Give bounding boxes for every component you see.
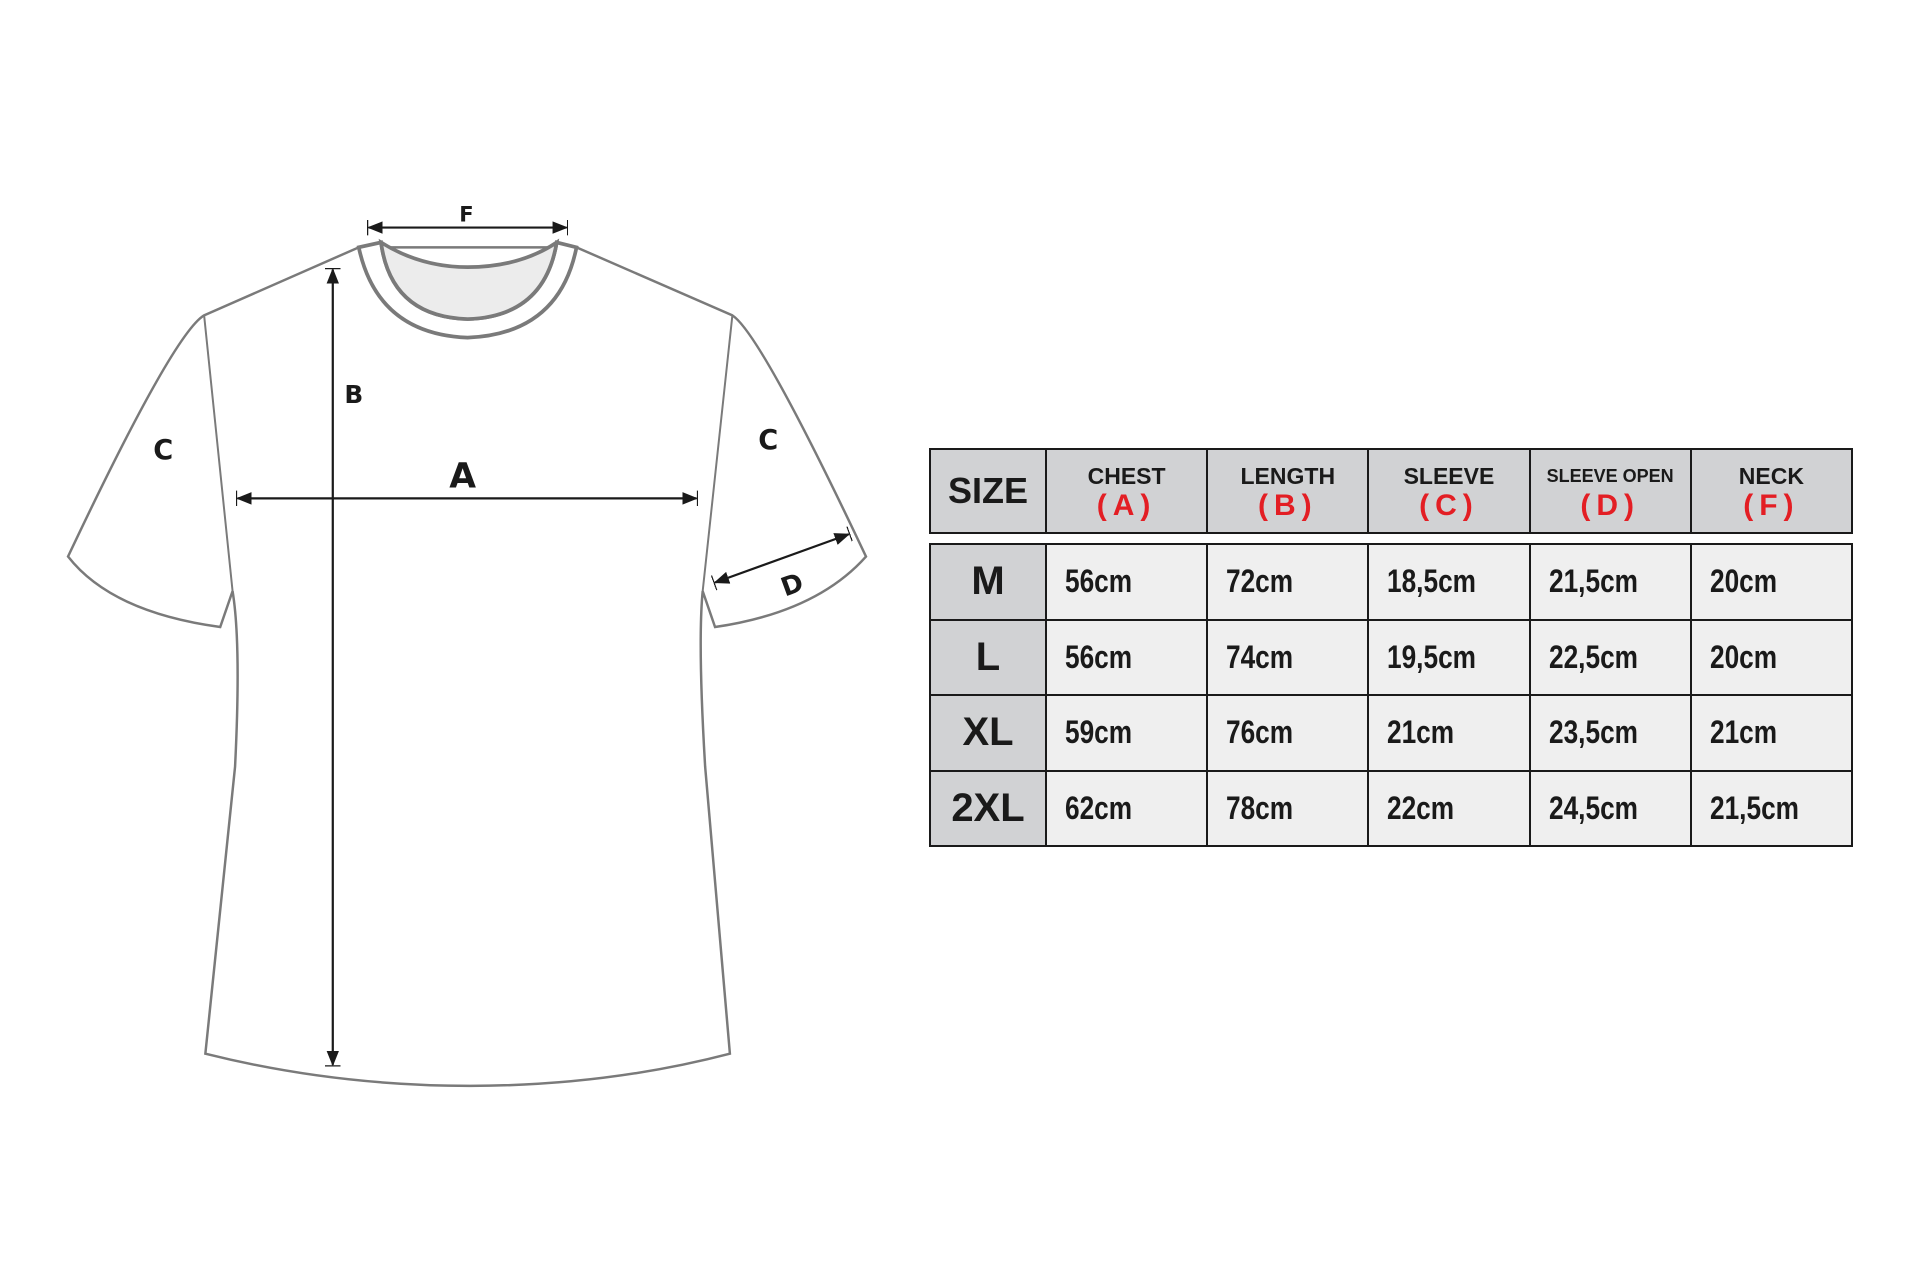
- value-cell: 22cm: [1367, 769, 1531, 847]
- value-cell: 76cm: [1206, 694, 1370, 772]
- value-cell: 19,5cm: [1367, 618, 1531, 696]
- table-row: 2XL 62cm 78cm 22cm 24,5cm 21,5cm: [929, 769, 1854, 847]
- header-size: SIZE: [929, 448, 1047, 534]
- value-cell: 56cm: [1044, 618, 1209, 696]
- tshirt-outline: [66, 238, 868, 1088]
- header-length: LENGTH (B): [1206, 448, 1370, 534]
- value-cell: 22,5cm: [1528, 618, 1692, 696]
- length-label: B: [344, 380, 363, 409]
- neck-label: F: [459, 201, 473, 226]
- size-table-body: M 56cm 72cm 18,5cm 21,5cm 20cm L 56cm 74…: [929, 543, 1854, 847]
- value-cell: 72cm: [1206, 543, 1370, 621]
- value-cell: 62cm: [1044, 769, 1209, 847]
- value-cell: 18,5cm: [1367, 543, 1531, 621]
- table-row: L 56cm 74cm 19,5cm 22,5cm 20cm: [929, 618, 1854, 696]
- header-chest: CHEST (A): [1044, 448, 1209, 534]
- sleeve-open-arrow: [715, 534, 849, 582]
- value-cell: 20cm: [1689, 543, 1854, 621]
- value-cell: 20cm: [1689, 618, 1854, 696]
- size-cell: M: [929, 543, 1047, 621]
- size-table-header: SIZE CHEST (A) LENGTH (B) SLEEVE (C) SLEEVE…: [929, 448, 1854, 534]
- size-cell: L: [929, 618, 1047, 696]
- table-row: M 56cm 72cm 18,5cm 21,5cm 20cm: [929, 543, 1854, 621]
- value-cell: 21,5cm: [1689, 769, 1854, 847]
- value-cell: 56cm: [1044, 543, 1209, 621]
- header-sleeve: SLEEVE (C): [1367, 448, 1531, 534]
- chest-label: A: [449, 456, 476, 496]
- size-cell: 2XL: [929, 769, 1047, 847]
- value-cell: 23,5cm: [1528, 694, 1692, 772]
- value-cell: 24,5cm: [1528, 769, 1692, 847]
- size-cell: XL: [929, 694, 1047, 772]
- sleeve-left-label: C: [153, 435, 173, 466]
- sleeve-right-label: C: [758, 425, 778, 456]
- value-cell: 78cm: [1206, 769, 1370, 847]
- header-sleeve-open: SLEEVE OPEN (D): [1528, 448, 1692, 534]
- header-neck: NECK (F): [1689, 448, 1854, 534]
- value-cell: 21cm: [1689, 694, 1854, 772]
- table-row: XL 59cm 76cm 21cm 23,5cm 21cm: [929, 694, 1854, 772]
- value-cell: 21cm: [1367, 694, 1531, 772]
- value-cell: 59cm: [1044, 694, 1209, 772]
- value-cell: 74cm: [1206, 618, 1370, 696]
- value-cell: 21,5cm: [1528, 543, 1692, 621]
